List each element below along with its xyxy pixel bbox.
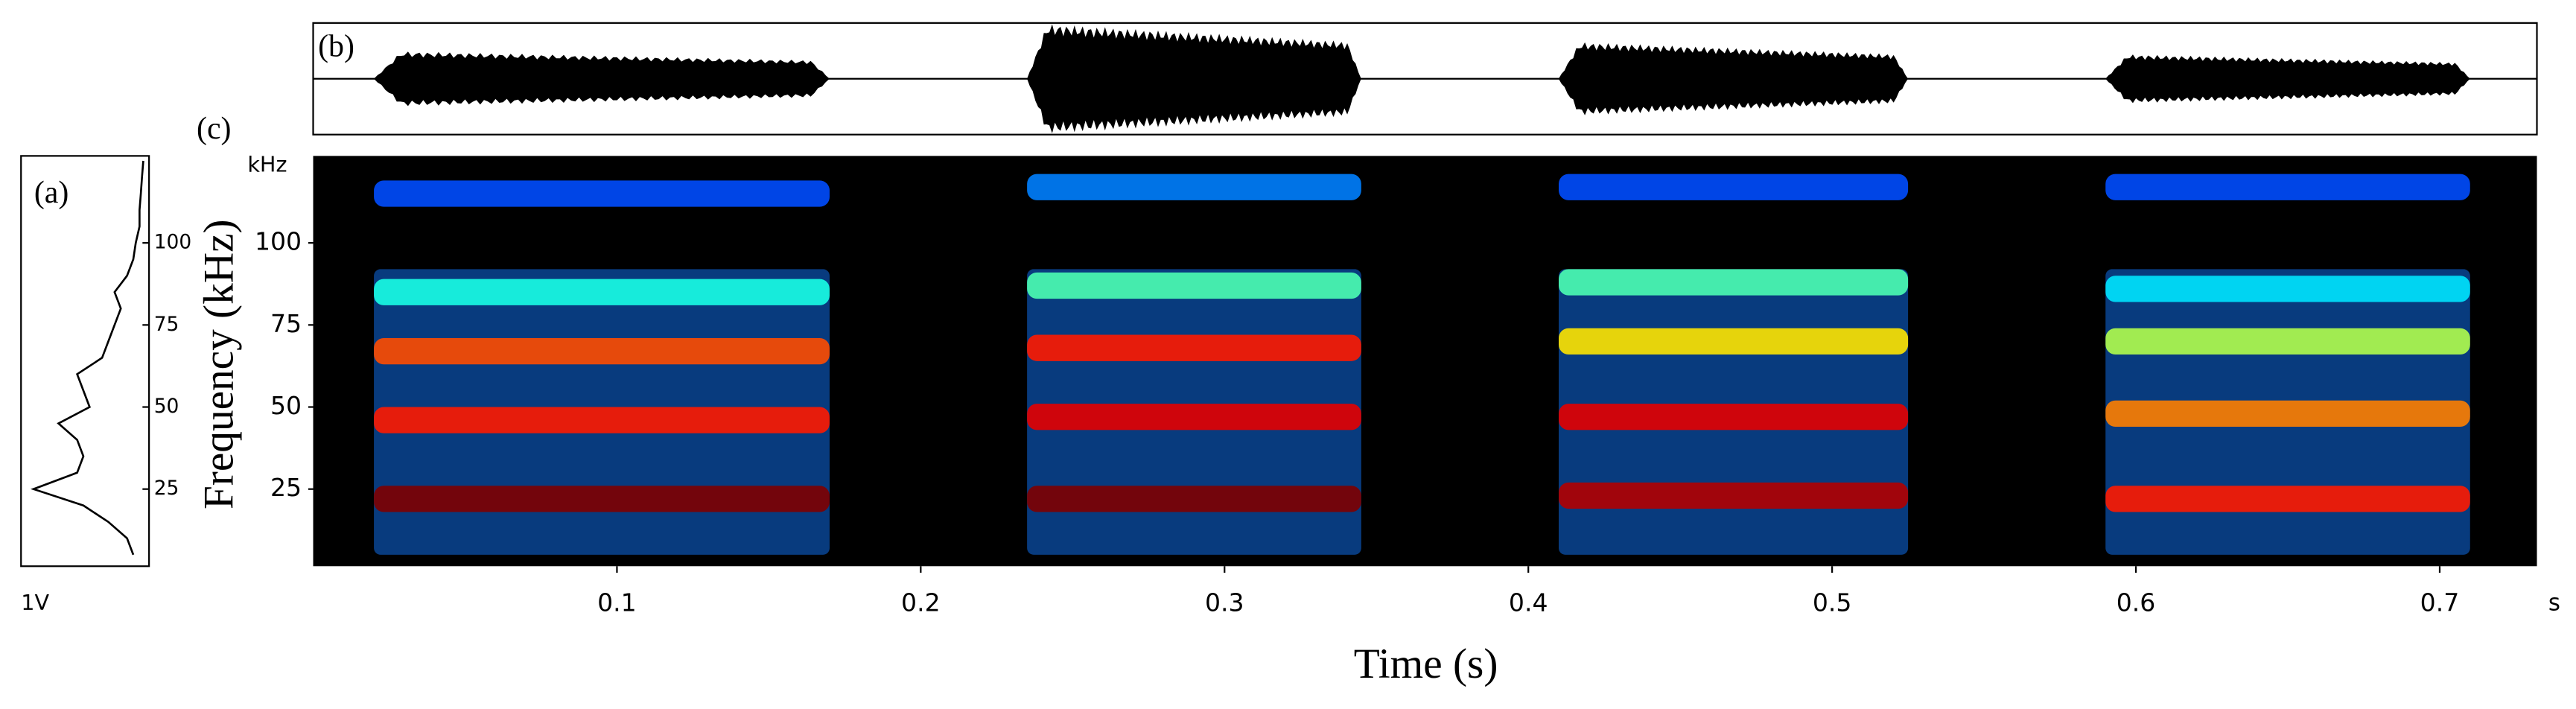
y-tick-label: 50 [270, 391, 302, 420]
x-axis-title: Time (s) [1354, 640, 1498, 687]
harmonic-band [1558, 482, 1909, 509]
x-unit: s [2548, 589, 2560, 616]
x-tick-label: 0.3 [1205, 588, 1244, 617]
y-unit: kHz [247, 152, 287, 177]
harmonic-band [2105, 400, 2470, 427]
harmonic-band [2105, 174, 2470, 200]
call-waveform [374, 51, 830, 106]
y-tick-label: 50 [154, 395, 179, 418]
x-tick-label: 0.5 [1813, 588, 1852, 617]
x-tick-label: 0.4 [1509, 588, 1548, 617]
harmonic-band [1027, 174, 1361, 200]
x-axis-label: 1V [21, 590, 49, 615]
panel-label: (a) [34, 176, 69, 210]
panel-a-frame [20, 155, 150, 567]
call-waveform [1558, 42, 1909, 115]
call-waveform [2105, 54, 2470, 104]
x-tick-label: 0.6 [2117, 588, 2156, 617]
panel-label: (b) [318, 30, 354, 64]
harmonic-band [1558, 174, 1909, 200]
harmonic-band [1027, 486, 1361, 512]
y-tick-label: 100 [255, 227, 302, 256]
harmonic-band [374, 407, 830, 433]
y-tick-label: 25 [270, 473, 302, 502]
harmonic-band [374, 180, 830, 207]
harmonic-band [1558, 404, 1909, 430]
spectrum-line [31, 160, 144, 556]
harmonic-band [2105, 328, 2470, 354]
panel-label: (c) [197, 112, 231, 146]
y-tick-label: 75 [154, 313, 179, 336]
y-axis-title: Frequency (kHz) [195, 219, 242, 509]
y-tick-label: 75 [270, 309, 302, 338]
y-tick-label: 100 [154, 231, 191, 254]
harmonic-band [374, 279, 830, 305]
y-tick-label: 25 [154, 477, 179, 500]
harmonic-band [1558, 269, 1909, 296]
harmonic-band [2105, 276, 2470, 302]
harmonic-band [1027, 404, 1361, 430]
x-tick-label: 0.1 [597, 588, 637, 617]
harmonic-band [374, 486, 830, 512]
harmonic-band [2105, 486, 2470, 512]
harmonic-band [1027, 334, 1361, 361]
harmonic-band [1027, 272, 1361, 299]
call-waveform [1027, 24, 1361, 133]
harmonic-band [1558, 328, 1909, 354]
x-tick-label: 0.7 [2420, 588, 2460, 617]
x-tick-label: 0.2 [901, 588, 941, 617]
harmonic-band [374, 337, 830, 365]
